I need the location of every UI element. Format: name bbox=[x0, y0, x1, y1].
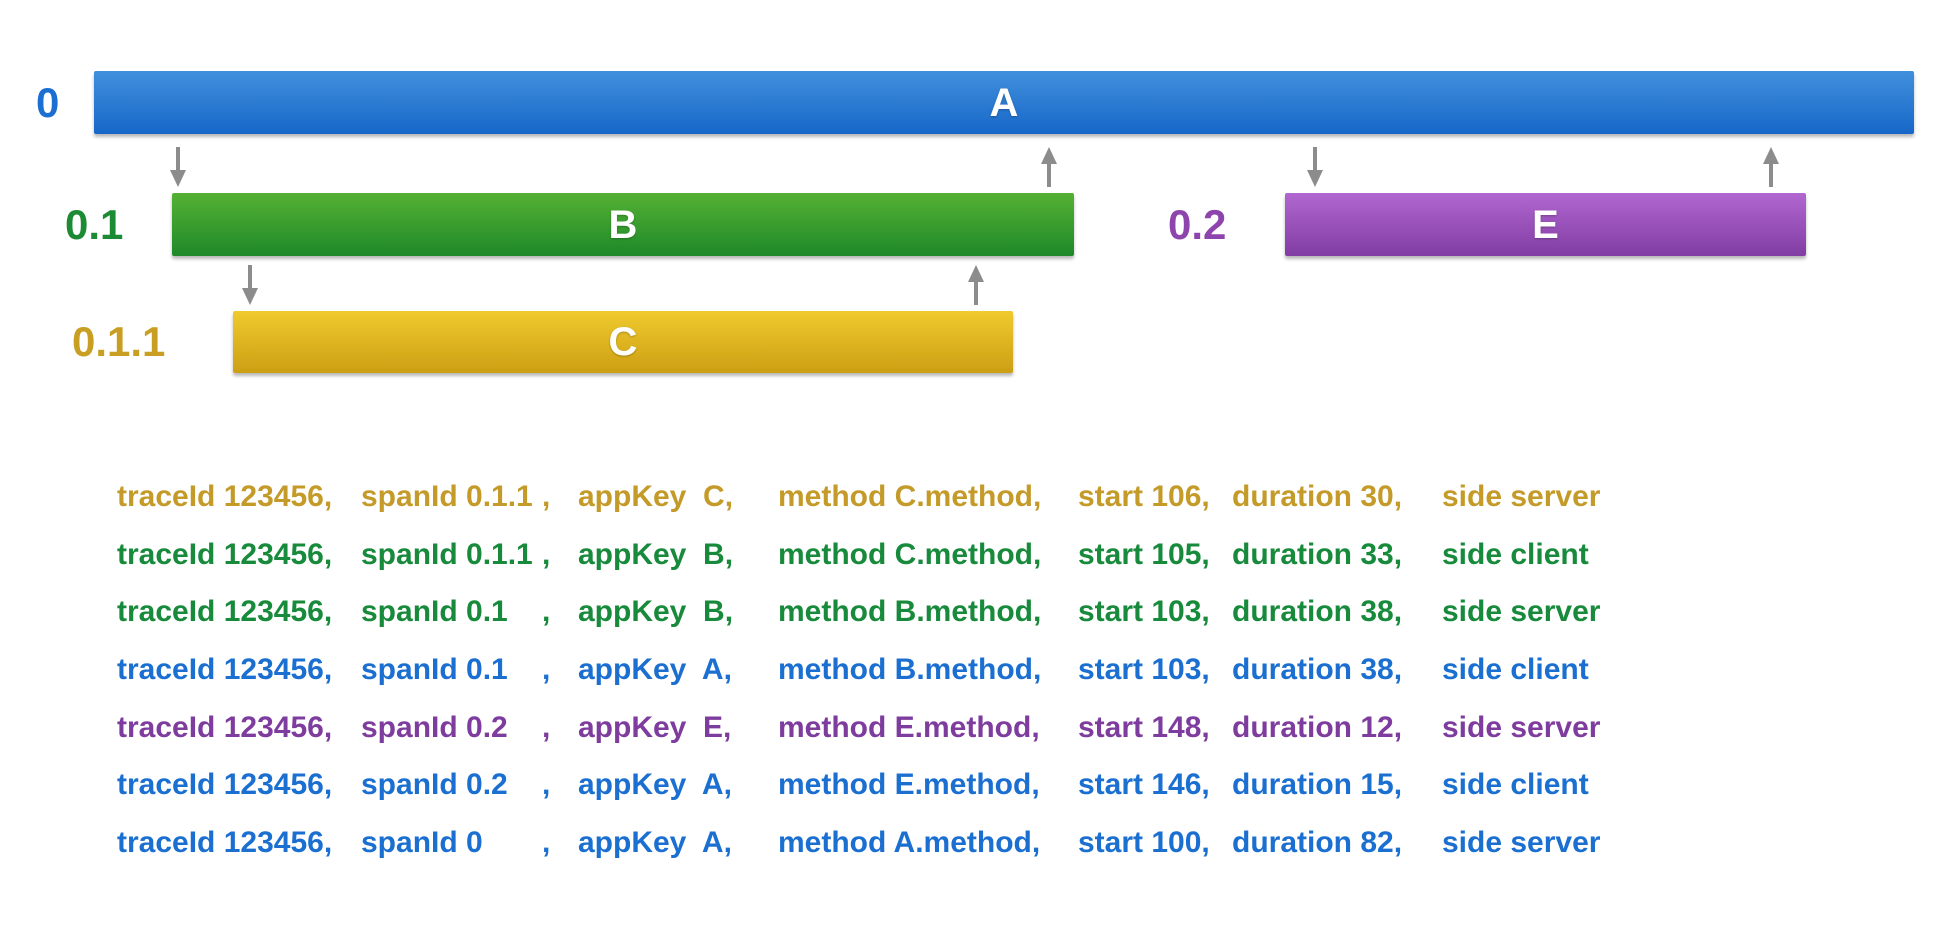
start-field: start 103, bbox=[1078, 595, 1210, 629]
app-key-field: appKey B, bbox=[578, 595, 734, 629]
span-id-field: spanId 0.1, bbox=[361, 595, 551, 629]
method-field: method C.method, bbox=[778, 480, 1042, 513]
span-id-field: spanId 0.2, bbox=[361, 768, 551, 802]
span-id-label-0-1-1: 0.1.1 bbox=[72, 318, 166, 365]
trace-log: traceId 123456, spanId 0.1.1, appKey C, met… bbox=[117, 468, 1600, 872]
trace-log-row: traceId 123456, spanId 0.1.1, appKey B, met… bbox=[117, 526, 1600, 584]
duration-field: duration 15, bbox=[1232, 768, 1403, 802]
arrow-up-icon bbox=[966, 263, 986, 307]
span-bar-label: C bbox=[608, 320, 638, 364]
side-field: side client bbox=[1442, 768, 1589, 802]
duration-field: duration 12, bbox=[1232, 710, 1403, 744]
span-id-field: spanId 0.1.1, bbox=[361, 480, 551, 513]
arrow-down-icon bbox=[1305, 145, 1325, 189]
app-key-field: appKey E, bbox=[578, 710, 732, 744]
span-id-field: spanId 0.1.1, bbox=[361, 537, 551, 571]
span-id-field: spanId 0, bbox=[361, 826, 551, 860]
method-field: method E.method, bbox=[778, 710, 1040, 744]
trace-id-field: traceId 123456, bbox=[117, 480, 333, 513]
method-field: method C.method, bbox=[778, 537, 1042, 571]
method-field: method B.method, bbox=[778, 653, 1042, 687]
start-field: start 103, bbox=[1078, 653, 1210, 687]
span-id-label-0: 0 bbox=[36, 78, 60, 126]
trace-id-field: traceId 123456, bbox=[117, 710, 333, 744]
app-key-field: appKey A, bbox=[578, 653, 732, 687]
trace-log-row: traceId 123456, spanId 0.1, appKey A, metho… bbox=[117, 641, 1600, 699]
app-key-field: appKey A, bbox=[578, 768, 732, 802]
trace-id-field: traceId 123456, bbox=[117, 537, 333, 571]
side-field: side server bbox=[1442, 595, 1601, 629]
trace-log-row: traceId 123456, spanId 0.1, appKey B, metho… bbox=[117, 583, 1600, 641]
span-bar-c: C bbox=[233, 311, 1013, 373]
trace-id-field: traceId 123456, bbox=[117, 653, 333, 687]
side-field: side server bbox=[1442, 826, 1601, 860]
span-id-field: spanId 0.2, bbox=[361, 710, 551, 744]
arrow-down-icon bbox=[240, 263, 260, 307]
method-field: method E.method, bbox=[778, 768, 1040, 802]
app-key-field: appKey A, bbox=[578, 826, 732, 860]
span-id-label-0-2: 0.2 bbox=[1168, 200, 1227, 248]
side-field: side client bbox=[1442, 653, 1589, 687]
span-bar-label: E bbox=[1532, 202, 1559, 247]
start-field: start 146, bbox=[1078, 768, 1210, 802]
span-bar-b: B bbox=[172, 193, 1074, 256]
start-field: start 106, bbox=[1078, 480, 1210, 513]
span-id-label-0-1: 0.1 bbox=[65, 200, 124, 248]
side-field: side client bbox=[1442, 537, 1589, 571]
span-id-field: spanId 0.1, bbox=[361, 653, 551, 687]
arrow-down-icon bbox=[168, 145, 188, 189]
trace-id-field: traceId 123456, bbox=[117, 768, 333, 802]
app-key-field: appKey C, bbox=[578, 480, 734, 513]
method-field: method A.method, bbox=[778, 826, 1041, 860]
span-bar-label: B bbox=[608, 202, 638, 247]
duration-field: duration 30, bbox=[1232, 480, 1403, 513]
start-field: start 148, bbox=[1078, 710, 1210, 744]
duration-field: duration 38, bbox=[1232, 653, 1403, 687]
duration-field: duration 33, bbox=[1232, 537, 1403, 571]
trace-id-field: traceId 123456, bbox=[117, 826, 333, 860]
span-bar-a: A bbox=[94, 71, 1914, 134]
duration-field: duration 38, bbox=[1232, 595, 1403, 629]
duration-field: duration 82, bbox=[1232, 826, 1403, 860]
trace-log-row: traceId 123456, spanId 0.2, appKey E, metho… bbox=[117, 699, 1600, 757]
arrow-up-icon bbox=[1761, 145, 1781, 189]
trace-log-row: traceId 123456, spanId 0.2, appKey A, metho… bbox=[117, 756, 1600, 814]
app-key-field: appKey B, bbox=[578, 537, 734, 571]
start-field: start 100, bbox=[1078, 826, 1210, 860]
trace-log-row: traceId 123456, spanId 0.1.1, appKey C, met… bbox=[117, 468, 1600, 526]
side-field: side server bbox=[1442, 480, 1601, 513]
side-field: side server bbox=[1442, 710, 1601, 744]
span-bar-label: A bbox=[989, 80, 1019, 125]
start-field: start 105, bbox=[1078, 537, 1210, 571]
trace-id-field: traceId 123456, bbox=[117, 595, 333, 629]
method-field: method B.method, bbox=[778, 595, 1042, 629]
span-bar-e: E bbox=[1285, 193, 1806, 256]
trace-log-row: traceId 123456, spanId 0, appKey A, method … bbox=[117, 814, 1600, 872]
arrow-up-icon bbox=[1039, 145, 1059, 189]
